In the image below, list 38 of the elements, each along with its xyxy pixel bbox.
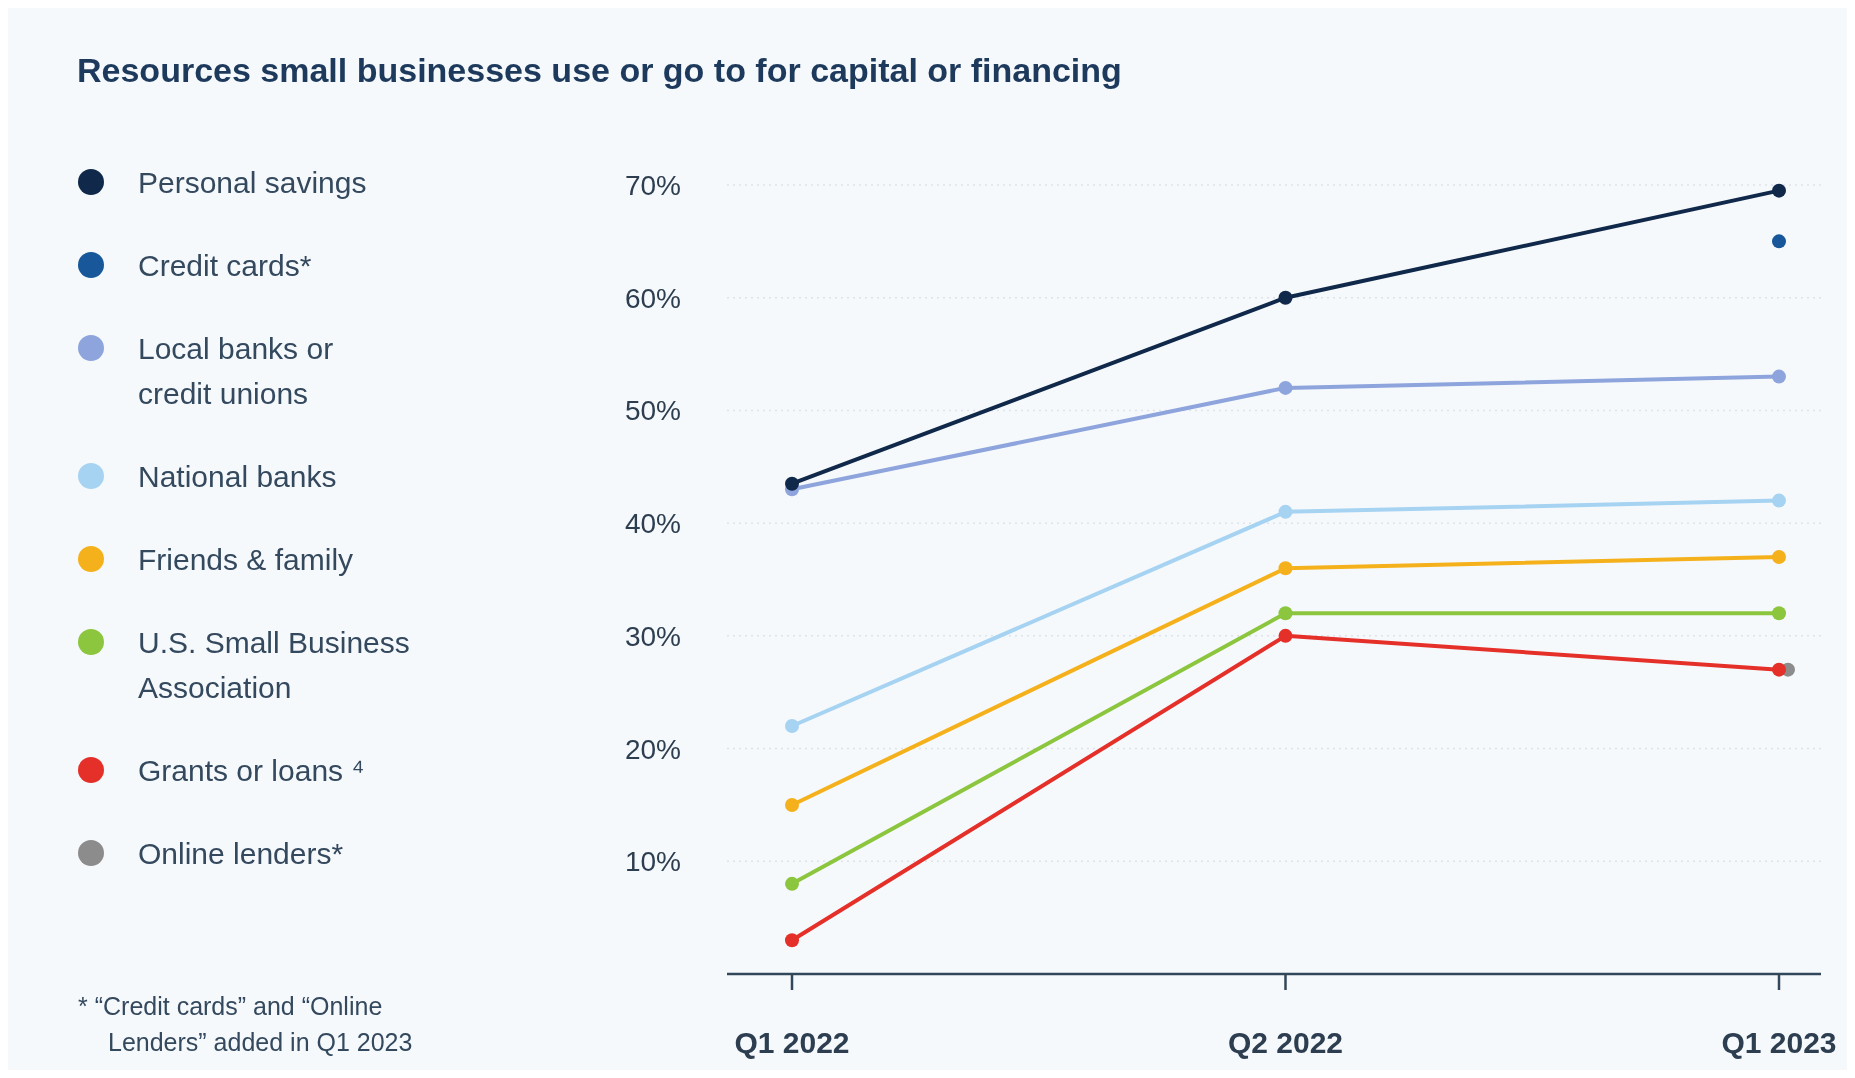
point (785, 933, 799, 948)
text: * “Credit cards” and “Online Lenders” added in Q1 2023 (78, 992, 413, 1056)
point (785, 797, 799, 812)
y-tick-label: 70% (624, 170, 681, 201)
y-tick-label: 60% (624, 282, 681, 314)
y-tick-label: 50% (624, 395, 681, 427)
legend-label: U.S. Small Business Association (138, 626, 410, 704)
point (1772, 662, 1786, 677)
legend-label: Personal savings (138, 166, 367, 199)
point (785, 719, 799, 734)
point (1278, 290, 1293, 305)
legend-label: Grants or loans ⁴ (138, 754, 365, 787)
point (1278, 380, 1293, 395)
y-tick-label: 30% (624, 620, 681, 652)
legend-label: National banks (138, 460, 337, 493)
y-tick-label: 20% (624, 733, 681, 765)
x-tick-label: Q1 2023 (1721, 1026, 1837, 1059)
x-tick-label: Q2 2022 (1227, 1026, 1344, 1059)
point (1278, 561, 1293, 576)
y-tick-label: 40% (624, 508, 681, 540)
legend-label: Local banks or credit unions (138, 332, 334, 410)
point (1772, 549, 1786, 564)
point (785, 476, 799, 491)
legend-label: Credit cards* (138, 249, 312, 282)
point (1772, 234, 1786, 249)
legend-label: Friends & family (138, 543, 354, 576)
point (1278, 504, 1293, 519)
point (1278, 606, 1293, 621)
legend-label: Online lenders* (138, 837, 344, 870)
point (1772, 493, 1786, 508)
chart-title: Resources small businesses use or go to for capital or financing (77, 51, 1122, 89)
y-tick-label: 10% (624, 846, 681, 878)
point (1772, 369, 1786, 384)
point (1278, 628, 1293, 643)
point (1772, 183, 1786, 198)
point (1772, 606, 1786, 621)
point (785, 876, 799, 891)
x-tick-label: Q1 2022 (734, 1026, 850, 1059)
